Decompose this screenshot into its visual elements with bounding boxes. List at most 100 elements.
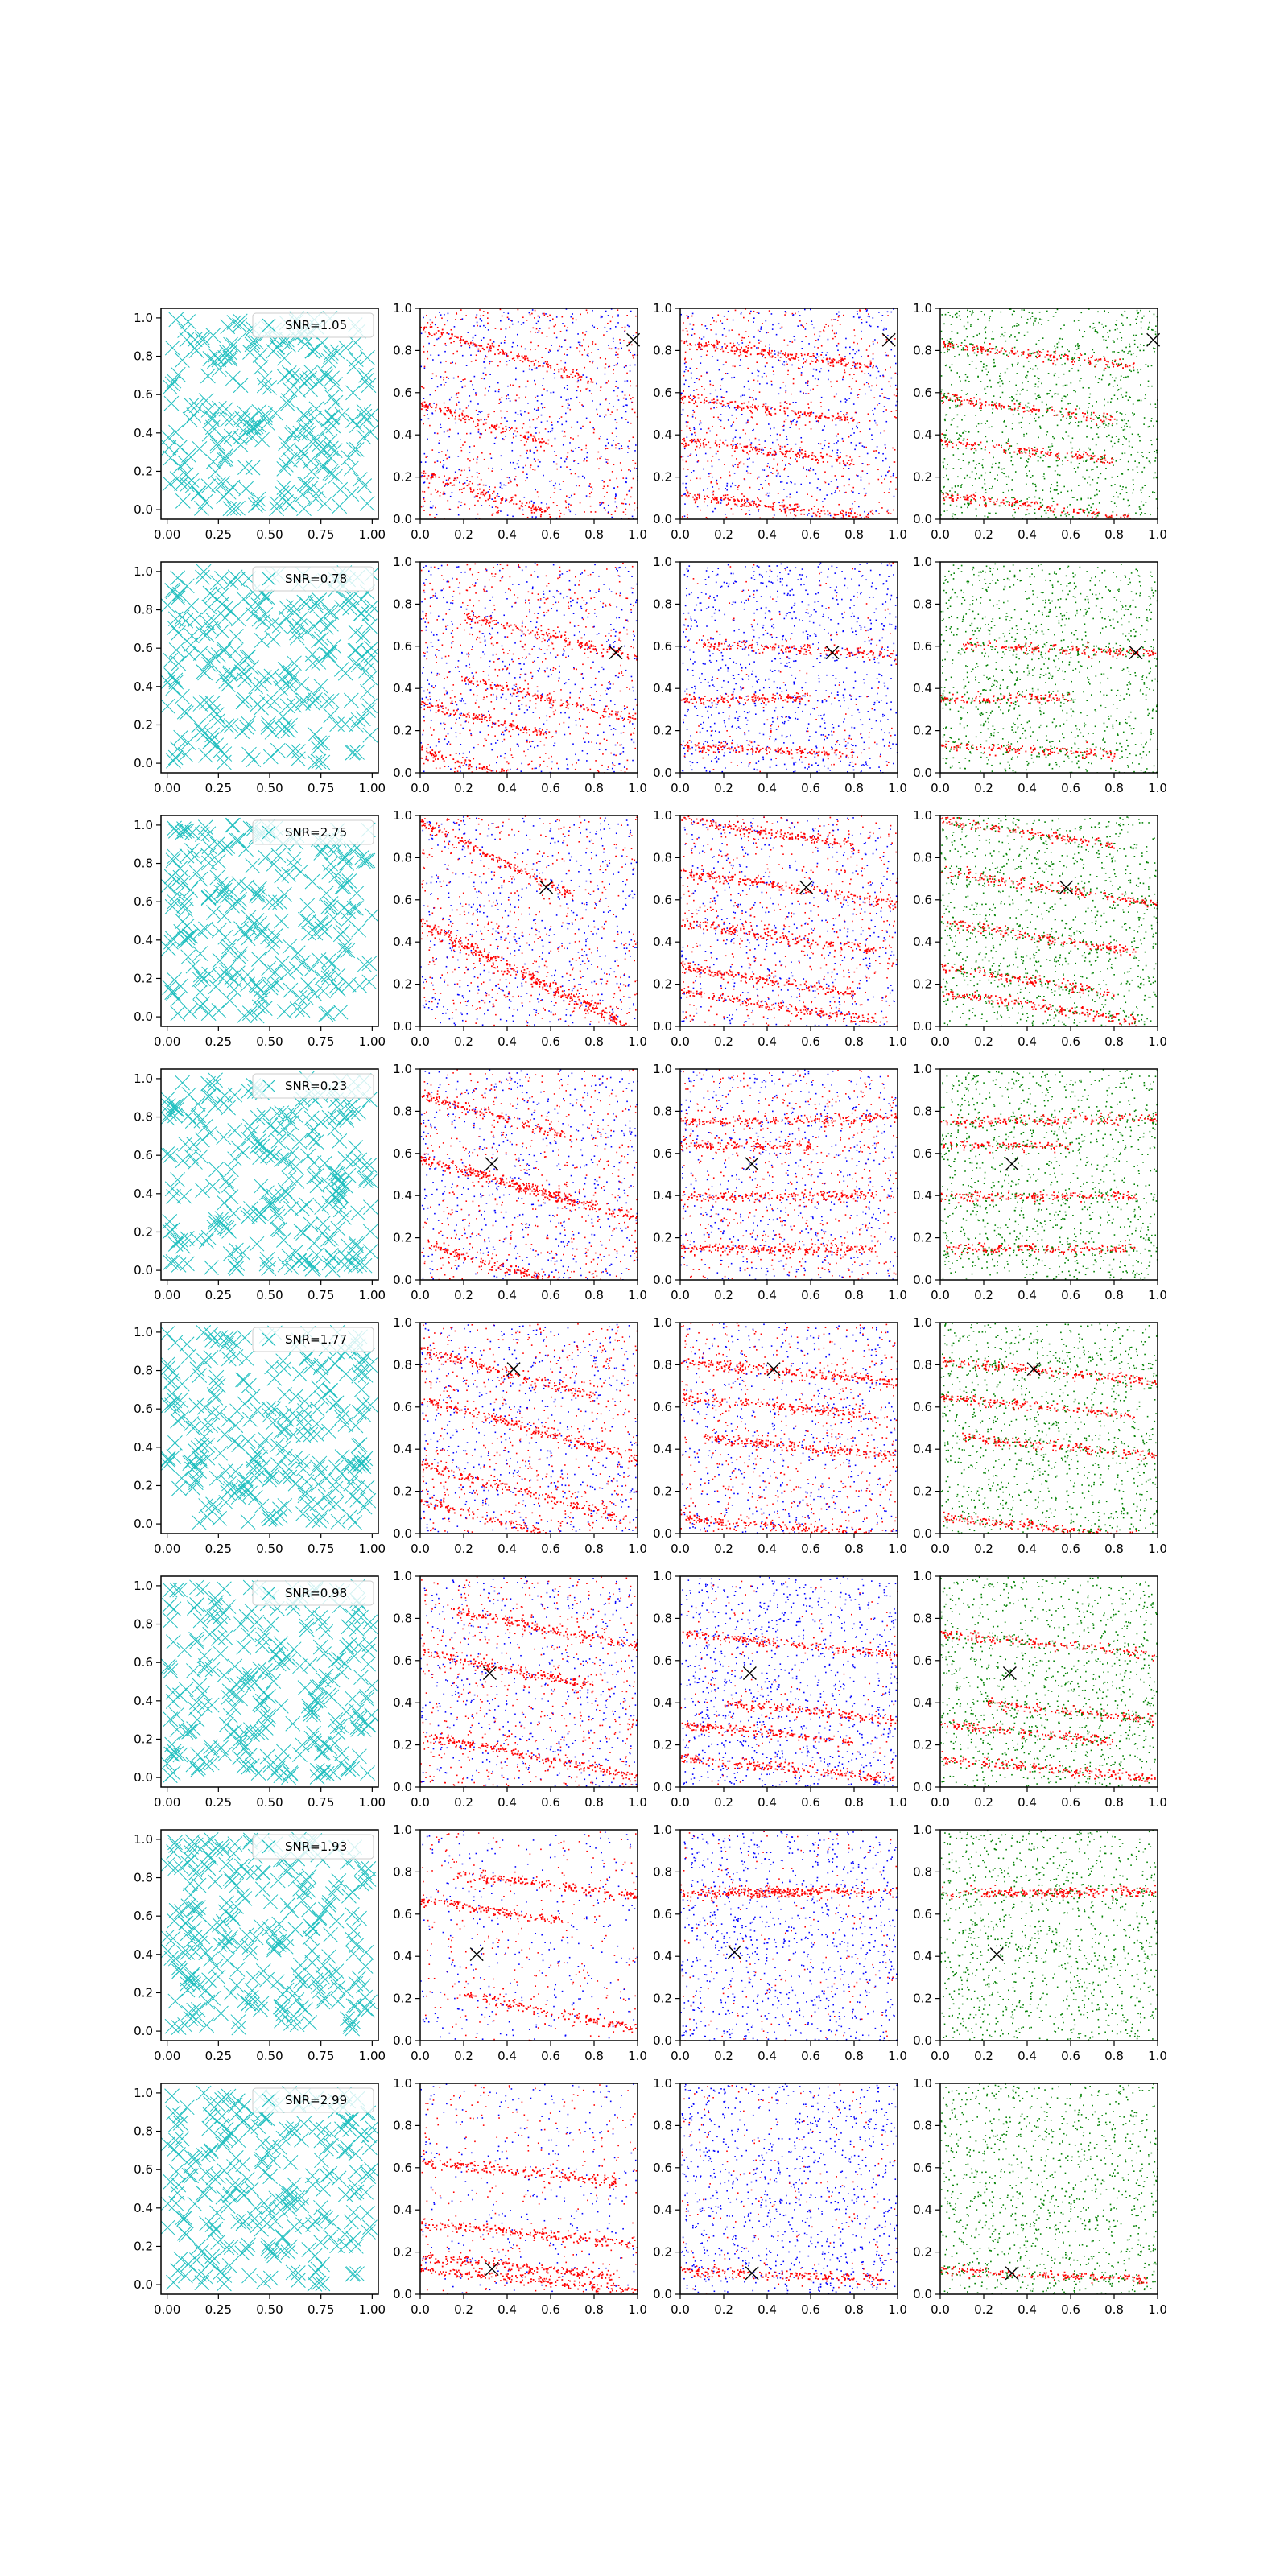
data-point (818, 421, 819, 423)
data-point (1013, 398, 1015, 400)
data-point (683, 444, 685, 445)
data-point (567, 407, 569, 409)
data-point (989, 471, 992, 473)
band-point (682, 398, 684, 399)
data-point (767, 495, 770, 497)
band-point (453, 479, 455, 481)
band-point (1005, 350, 1007, 353)
band-point (812, 354, 815, 357)
band-point (1017, 350, 1018, 353)
data-point (609, 320, 612, 323)
band-point (712, 402, 714, 403)
data-point (801, 413, 803, 415)
data-point (1091, 413, 1092, 415)
data-point (448, 398, 451, 401)
data-point (864, 510, 865, 513)
data-point (517, 414, 519, 415)
data-point (954, 313, 956, 316)
data-point (960, 486, 962, 489)
data-point (949, 315, 951, 316)
data-point (469, 452, 471, 453)
data-point (972, 460, 975, 462)
data-point (799, 448, 801, 451)
data-point (626, 380, 629, 382)
data-point (684, 351, 687, 353)
data-point (517, 484, 518, 486)
band-point (952, 343, 954, 345)
cross-marker (226, 315, 242, 330)
data-point (956, 432, 958, 434)
data-point (683, 370, 686, 373)
band-point (703, 501, 705, 503)
data-point (522, 514, 525, 515)
data-point (1133, 369, 1135, 372)
data-point (617, 399, 620, 401)
band-point (957, 399, 959, 401)
data-point (1005, 442, 1008, 444)
data-point (430, 354, 432, 356)
band-point (803, 456, 805, 457)
data-point (617, 314, 619, 316)
data-point (1066, 417, 1067, 419)
data-point (469, 346, 471, 349)
cross-marker (205, 328, 221, 344)
cross-marker (166, 373, 182, 389)
data-point (877, 325, 879, 328)
data-point (1137, 312, 1140, 313)
cross-marker (303, 464, 320, 480)
band-point (460, 488, 463, 490)
data-point (691, 312, 694, 315)
data-point (1069, 503, 1071, 506)
data-point (708, 427, 710, 430)
data-point (819, 489, 821, 491)
data-point (564, 339, 566, 341)
data-point (892, 447, 894, 449)
data-point (749, 312, 751, 315)
data-point (597, 349, 599, 350)
band-point (560, 375, 563, 377)
data-point (611, 411, 613, 413)
data-point (734, 464, 737, 465)
data-point (858, 421, 861, 423)
data-point (427, 475, 430, 477)
data-point (788, 358, 790, 360)
data-point (601, 480, 604, 481)
data-point (836, 442, 838, 444)
data-point (849, 346, 851, 349)
data-point (1114, 484, 1116, 485)
band-point (1036, 357, 1038, 359)
data-point (469, 508, 470, 510)
data-point (1011, 489, 1013, 491)
data-point (1155, 477, 1158, 479)
band-point (423, 470, 425, 473)
band-point (699, 438, 701, 440)
data-point (569, 408, 572, 411)
data-point (1127, 469, 1129, 471)
band-point (811, 454, 813, 456)
data-point (974, 467, 976, 469)
band-point (462, 417, 464, 419)
data-point (477, 345, 480, 346)
data-point (740, 312, 742, 313)
data-point (1027, 370, 1029, 373)
data-point (585, 376, 588, 378)
data-point (986, 440, 988, 443)
data-point (579, 502, 581, 504)
data-point (869, 428, 871, 430)
band-point (506, 355, 509, 357)
data-point (775, 333, 778, 336)
data-point (447, 429, 449, 431)
data-point (535, 409, 538, 411)
data-point (817, 338, 819, 341)
data-point (865, 494, 867, 497)
band-point (828, 455, 831, 457)
data-point (1092, 469, 1094, 470)
data-point (1056, 485, 1059, 487)
data-point (1033, 322, 1034, 324)
data-point (747, 472, 749, 474)
data-point (497, 506, 499, 509)
band-point (723, 443, 725, 445)
data-point (984, 478, 985, 481)
data-point (1000, 336, 1001, 337)
band-point (782, 499, 785, 502)
